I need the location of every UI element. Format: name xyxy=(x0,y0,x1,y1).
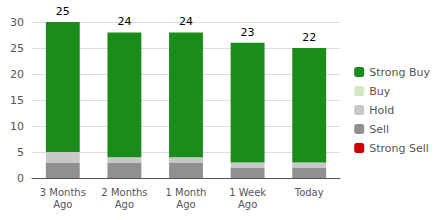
svg-text:20: 20 xyxy=(10,68,24,81)
svg-text:Ago: Ago xyxy=(53,199,72,210)
svg-text:Strong Buy: Strong Buy xyxy=(369,66,430,79)
svg-text:Strong Sell: Strong Sell xyxy=(369,142,429,155)
svg-text:10: 10 xyxy=(10,120,24,133)
svg-text:25: 25 xyxy=(10,42,24,55)
svg-text:30: 30 xyxy=(10,16,24,29)
svg-text:Ago: Ago xyxy=(115,199,134,210)
svg-text:2 Months: 2 Months xyxy=(101,187,147,198)
svg-text:24: 24 xyxy=(117,15,131,28)
svg-text:Sell: Sell xyxy=(369,123,389,136)
svg-text:25: 25 xyxy=(56,5,70,18)
svg-text:Ago: Ago xyxy=(238,199,257,210)
svg-text:5: 5 xyxy=(17,146,24,159)
svg-text:24: 24 xyxy=(179,15,193,28)
svg-text:Hold: Hold xyxy=(369,104,394,117)
svg-text:Buy: Buy xyxy=(369,85,391,98)
svg-text:3 Months: 3 Months xyxy=(40,187,86,198)
svg-text:1 Month: 1 Month xyxy=(166,187,207,198)
svg-text:1 Week: 1 Week xyxy=(229,187,266,198)
svg-text:0: 0 xyxy=(17,172,24,185)
svg-text:Ago: Ago xyxy=(176,199,195,210)
svg-text:Today: Today xyxy=(294,187,324,198)
svg-text:15: 15 xyxy=(10,94,24,107)
svg-text:23: 23 xyxy=(241,26,255,39)
svg-text:22: 22 xyxy=(302,31,316,44)
